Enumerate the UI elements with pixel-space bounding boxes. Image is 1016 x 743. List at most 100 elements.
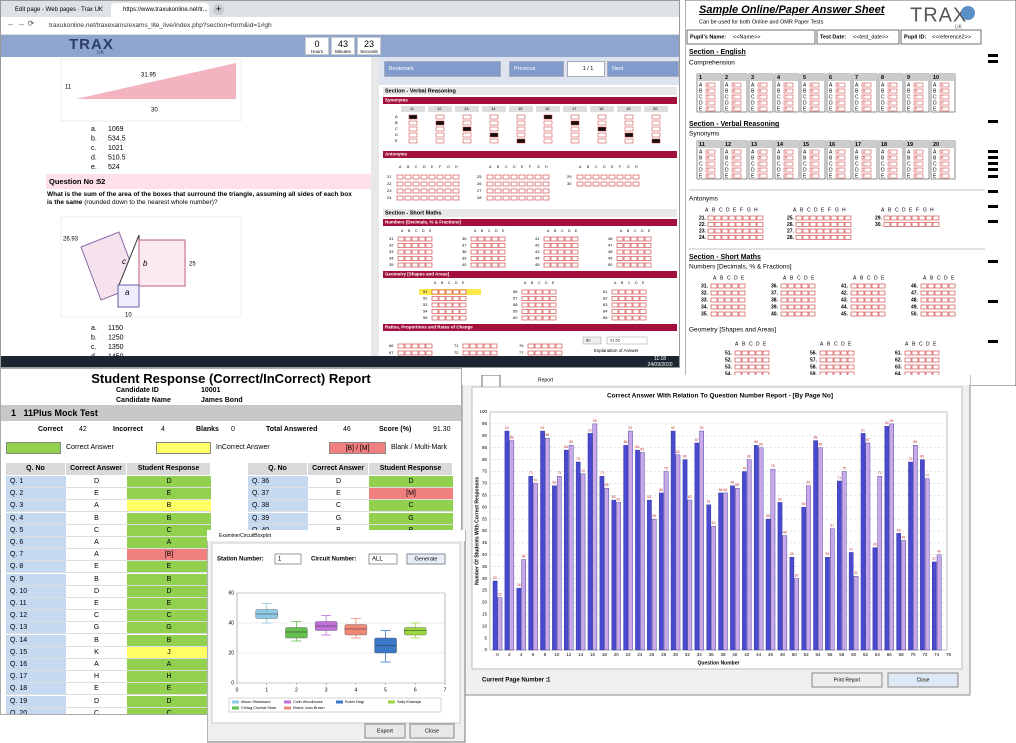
bubble [850, 311, 858, 317]
choice-letter: D [944, 275, 948, 281]
bar [770, 468, 776, 651]
correct-cell: E [66, 598, 127, 610]
bubble [731, 161, 742, 167]
question-number: 33 [389, 249, 394, 254]
bubble [644, 249, 652, 255]
correct-cell: A [66, 549, 127, 562]
button [406, 553, 446, 565]
field-label: Pupil's Name: [690, 34, 726, 40]
data-label: 73 [557, 471, 561, 475]
bubble [543, 249, 551, 255]
figure-label: b [143, 259, 148, 268]
bubble [864, 297, 872, 303]
bubble [742, 215, 750, 221]
choice-letter: G [627, 165, 630, 169]
question-number: 59. [810, 371, 818, 377]
bubble [734, 357, 742, 363]
bubble [571, 249, 579, 255]
figure-label: 25 [189, 262, 196, 268]
title-bar [207, 530, 465, 541]
bubble [477, 243, 485, 248]
bubble [918, 215, 926, 221]
bubble [431, 296, 439, 301]
bar [492, 580, 498, 651]
scrollbar[interactable] [371, 57, 379, 357]
choice-letter: C [919, 341, 923, 347]
x-tick-label: 30 [673, 652, 679, 657]
nav-buttons[interactable]: ← → ⟳ [7, 19, 35, 28]
response-cell: [M] [369, 488, 453, 501]
bubble [543, 236, 551, 242]
x-tick-label: 76 [946, 652, 952, 657]
x-tick-label: 66 [887, 652, 893, 657]
panel-button[interactable]: 1 / 1 [567, 61, 605, 77]
panel-button[interactable]: Next [607, 61, 679, 77]
bubble [494, 181, 502, 187]
choice-letter: D [941, 101, 944, 105]
question-hint: (rounded down to the nearest whole numbe… [84, 199, 218, 206]
sheet-title: Sample Online/Paper Answer Sheet [699, 4, 886, 16]
question-number: 64. [895, 371, 903, 377]
bubble [624, 114, 634, 120]
bubble [808, 297, 816, 303]
bubble [502, 174, 510, 180]
data-label: 92 [541, 426, 545, 430]
bar [568, 445, 574, 651]
bubble [738, 297, 746, 303]
option-value: 1350 [108, 344, 124, 351]
x-tick-label: 18 [602, 652, 608, 657]
bubble [861, 106, 872, 112]
bubble [420, 181, 428, 187]
bubble [783, 106, 794, 112]
bubble [425, 262, 433, 268]
bubble [521, 309, 529, 314]
bubble [756, 222, 764, 227]
panel-button[interactable]: Previous [509, 61, 564, 77]
question-number: 24 [387, 195, 392, 200]
tab[interactable]: Edit page - Web pages · Trax UK [15, 7, 103, 13]
choice-letter: B [707, 89, 710, 93]
choice-letter: A [915, 83, 918, 87]
bubble [452, 195, 460, 201]
question-number: 39 [462, 256, 467, 261]
column-head [749, 141, 773, 148]
question-number: 54. [725, 371, 733, 377]
choice-letter: A [803, 149, 807, 155]
field-label: Pupil ID: [904, 34, 926, 40]
panel-toolbar: Bookmark Previous 1 / 1 Next [379, 59, 679, 81]
bubble [412, 195, 420, 201]
question-number: 28. [787, 235, 795, 241]
choice-letter: D [837, 101, 840, 105]
x-tick-label: 2 [295, 687, 298, 693]
column-number: 16 [545, 106, 550, 111]
data-label: 73 [600, 471, 604, 475]
bubble [948, 304, 956, 310]
choice-letter: E [863, 174, 866, 178]
option-letter: e. [91, 164, 97, 171]
choice-letter: D [881, 100, 885, 106]
bubble [850, 283, 858, 289]
choice-letter: D [811, 168, 814, 172]
bubble [625, 315, 633, 321]
choice-letter: C [448, 281, 451, 285]
bubble [616, 236, 624, 242]
bubble [477, 249, 485, 255]
bubble [632, 309, 640, 314]
field-box [816, 29, 900, 45]
url[interactable]: traxukonline.net/traxexams/exams_lite_li… [49, 22, 272, 29]
bubble [749, 228, 757, 234]
new-tab-button[interactable]: + [213, 4, 224, 15]
panel-button[interactable]: Bookmark [384, 61, 501, 77]
bubble [404, 174, 412, 180]
question-cell: Q. 8 [6, 561, 66, 574]
bubble [913, 149, 924, 155]
choice-letter: G [835, 207, 839, 213]
tab-active[interactable]: https://www.traxukonline.net/tr... [111, 3, 209, 17]
timing-mark [988, 156, 998, 159]
question-cell: Q. 39 [248, 512, 308, 525]
candidate-value: James Bond [201, 397, 243, 404]
bubble [948, 311, 956, 317]
bubble [549, 309, 557, 314]
choice-letter: A [699, 149, 703, 155]
bubble [911, 364, 919, 370]
